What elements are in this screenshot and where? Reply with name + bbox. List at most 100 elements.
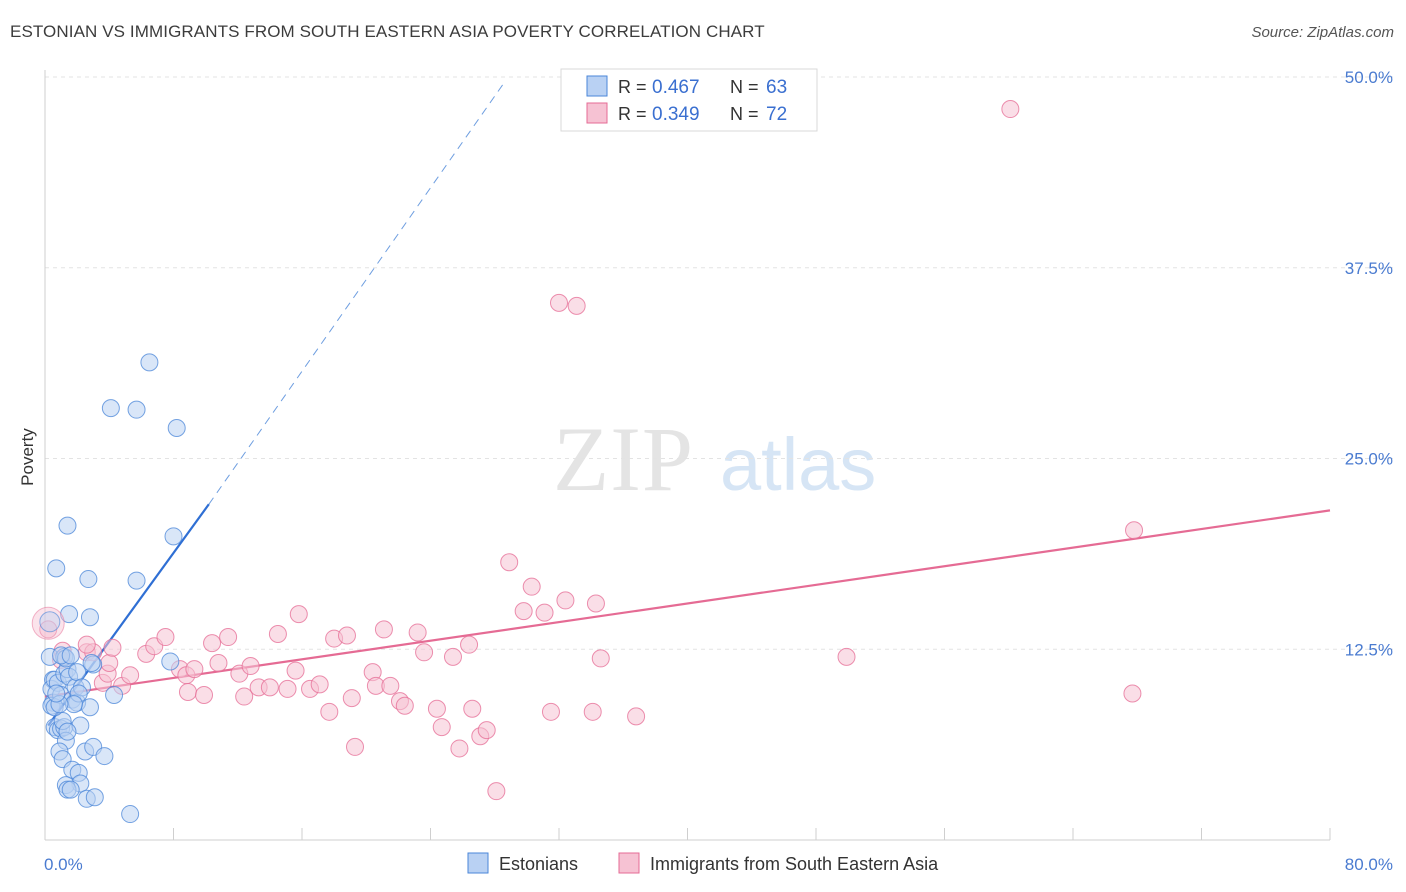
- immigrant-point: [556, 591, 575, 610]
- immigrant-point: [487, 782, 506, 801]
- estonian-point: [127, 400, 146, 419]
- chart-title: ESTONIAN VS IMMIGRANTS FROM SOUTH EASTER…: [10, 22, 765, 41]
- immigrant-point: [395, 696, 414, 715]
- immigrant-point: [443, 647, 462, 666]
- y-tick-labels: 12.5% 25.0% 37.5% 50.0%: [1345, 68, 1393, 659]
- estonian-point: [82, 653, 101, 672]
- immigrant-point: [1125, 521, 1144, 540]
- immigrant-point: [586, 594, 605, 613]
- estonian-cluster-point: [39, 611, 61, 633]
- immigrant-point: [550, 293, 568, 312]
- immigrant-point: [408, 623, 427, 642]
- source-label: Source: ZipAtlas.com: [1251, 24, 1394, 41]
- immigrant-point: [286, 661, 305, 680]
- immigrant-point: [260, 678, 279, 697]
- immigrant-point: [77, 635, 96, 654]
- immigrant-point: [432, 718, 451, 737]
- estonian-point: [58, 722, 77, 741]
- immigrant-point: [535, 603, 554, 622]
- estonian-point: [121, 805, 140, 824]
- immigrant-point: [219, 628, 238, 647]
- y-tick-label: 50.0%: [1345, 68, 1393, 87]
- immigrant-point: [463, 699, 482, 718]
- immigrant-point: [627, 707, 646, 726]
- estonian-point: [58, 516, 77, 535]
- legend-n-value-1: 63: [766, 77, 787, 98]
- estonian-point: [85, 788, 104, 807]
- immigrant-point: [209, 653, 228, 672]
- immigrant-point: [415, 643, 434, 662]
- estonian-point: [105, 686, 124, 705]
- data-points: [31, 100, 1144, 824]
- immigrant-point: [541, 702, 560, 721]
- immigrant-point: [346, 737, 365, 756]
- estonian-point: [79, 570, 98, 589]
- immigrant-point: [514, 602, 533, 621]
- immigrant-point: [337, 626, 356, 645]
- x-tick-label-max: 80.0%: [1345, 855, 1393, 874]
- estonian-point: [47, 684, 66, 703]
- estonian-point: [167, 418, 186, 437]
- immigrant-point: [278, 679, 297, 698]
- legend-swatch-immigrants: [586, 102, 608, 124]
- estonian-point: [161, 652, 180, 671]
- immigrant-point: [477, 721, 496, 740]
- x-tick-labels: 0.0% 80.0%: [44, 855, 1393, 874]
- immigrant-point: [235, 687, 254, 706]
- legend-swatch-bottom-immigrants: [618, 852, 640, 874]
- immigrant-point: [374, 620, 393, 639]
- immigrant-point: [203, 634, 222, 653]
- immigrant-point: [591, 649, 610, 668]
- gridlines: [45, 76, 1395, 650]
- estonian-point: [61, 646, 80, 665]
- estonian-point: [101, 399, 120, 418]
- immigrant-point: [450, 739, 469, 758]
- immigrant-point: [567, 296, 586, 315]
- immigrant-point: [381, 676, 400, 695]
- y-tick-label: 25.0%: [1345, 450, 1393, 469]
- estonian-point: [80, 608, 99, 627]
- series-legend: Estonians Immigrants from South Eastern …: [467, 852, 939, 874]
- immigrant-point: [195, 686, 214, 705]
- legend-r-label-2: R =: [618, 104, 647, 124]
- x-tick-label-min: 0.0%: [44, 855, 83, 874]
- immigrant-point: [121, 666, 140, 685]
- immigrant-point: [837, 647, 856, 666]
- legend-label-estonians: Estonians: [499, 854, 578, 874]
- watermark-atlas: atlas: [720, 423, 876, 506]
- immigrant-point: [342, 689, 361, 708]
- legend-r-label-1: R =: [618, 77, 647, 97]
- estonian-point: [95, 747, 114, 766]
- immigrant-point: [320, 702, 339, 721]
- estonian-point: [60, 605, 79, 624]
- immigrant-point: [156, 628, 175, 647]
- legend-swatch-estonians: [586, 75, 608, 97]
- immigrant-point: [103, 638, 122, 657]
- immigrant-point: [289, 605, 308, 624]
- y-tick-label: 37.5%: [1345, 259, 1393, 278]
- legend-n-label-2: N =: [730, 104, 759, 124]
- legend-r-value-1: 0.467: [652, 77, 700, 98]
- immigrant-cluster-point: [31, 606, 65, 640]
- trend-lines: [44, 84, 1331, 727]
- immigrant-point: [100, 653, 119, 672]
- estonian-trend-extension: [208, 84, 504, 505]
- immigrant-point: [1123, 684, 1142, 703]
- legend-n-value-2: 72: [766, 104, 787, 125]
- estonian-point: [61, 780, 80, 799]
- immigrant-point: [178, 682, 197, 701]
- immigrant-point: [268, 624, 287, 643]
- immigrant-point: [460, 635, 479, 654]
- estonian-point: [47, 559, 66, 578]
- stats-legend: R = 0.467 N = 63 R = 0.349 N = 72: [560, 68, 818, 132]
- immigrant-point: [310, 675, 329, 694]
- legend-swatch-bottom-estonians: [467, 852, 489, 874]
- y-tick-label: 12.5%: [1345, 640, 1393, 659]
- immigrant-point: [583, 702, 602, 721]
- immigrant-point: [522, 577, 541, 596]
- immigrant-point: [241, 657, 260, 676]
- estonian-point: [127, 571, 146, 590]
- immigrant-point: [185, 660, 204, 679]
- immigrant-point: [1001, 100, 1020, 119]
